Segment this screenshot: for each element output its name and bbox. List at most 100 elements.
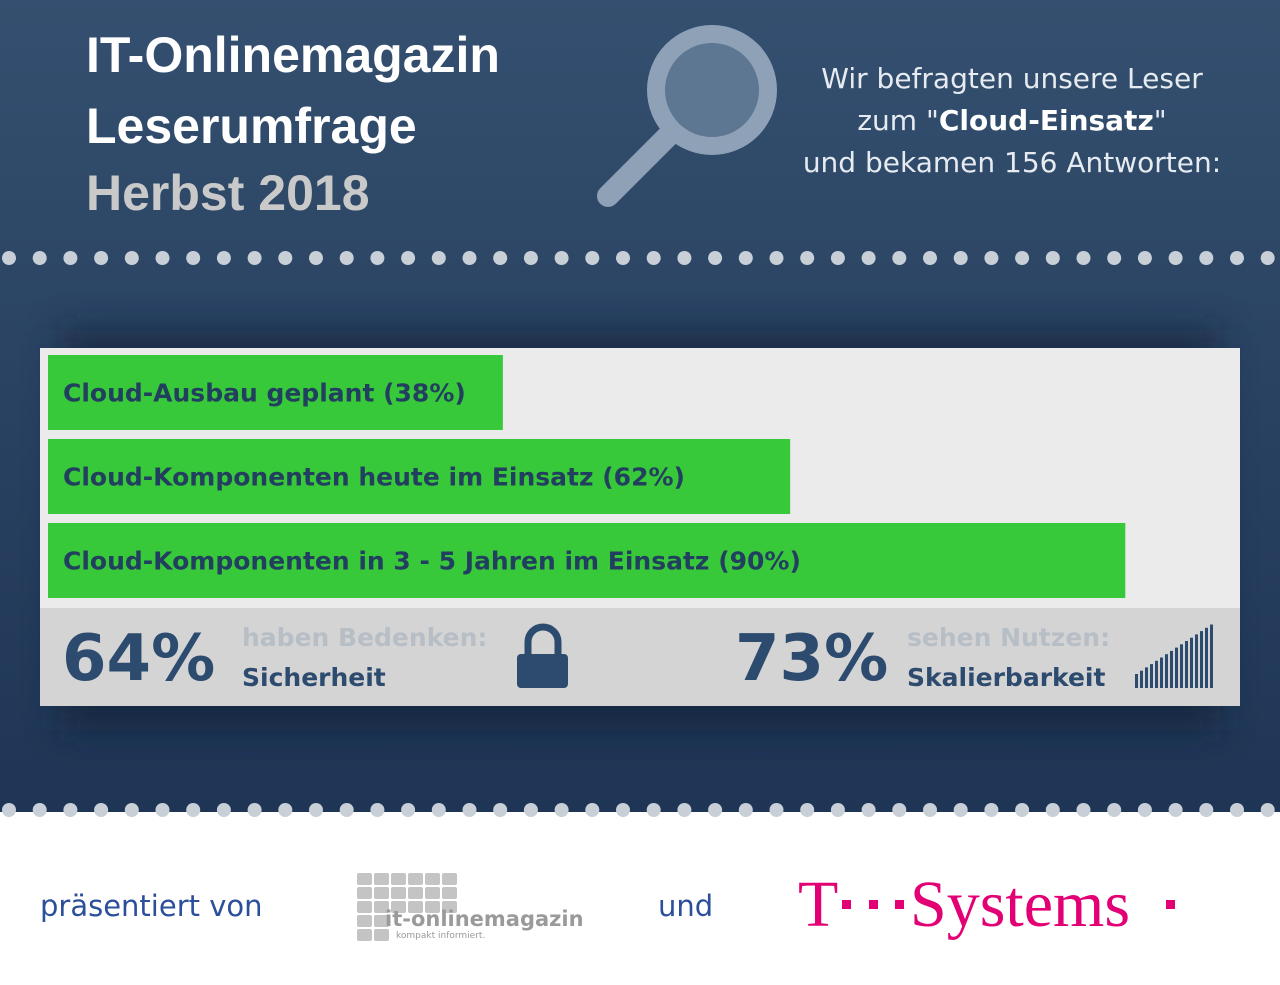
title-line: Leserumfrage <box>86 98 417 154</box>
logo-cell <box>374 929 389 941</box>
divider-dot <box>769 251 784 265</box>
divider-dot <box>616 251 630 265</box>
value-label: (62%) <box>602 463 685 492</box>
divider-dot <box>1260 803 1275 817</box>
logo-name: it-onlinemagazin <box>385 907 584 931</box>
logo-cell <box>408 873 423 885</box>
logo-cell <box>357 887 372 899</box>
divider-dot <box>1199 803 1214 817</box>
signal-bar <box>1135 674 1138 688</box>
divider-dot <box>892 251 907 265</box>
signal-bar <box>1145 667 1148 688</box>
logo-name: Systems <box>910 868 1130 941</box>
value-label: (90%) <box>718 547 801 576</box>
divider-dot <box>830 251 845 265</box>
stat-topic: Skalierbarkeit <box>907 663 1105 692</box>
divider-dot <box>462 251 477 265</box>
divider-dot <box>94 803 109 817</box>
bar <box>48 439 791 514</box>
intro-bold: Cloud-Einsatz <box>939 104 1154 137</box>
divider-dot <box>646 803 661 817</box>
category: Cloud-Ausbau geplant <box>63 379 374 408</box>
divider-dot <box>1199 251 1214 265</box>
divider-dot <box>401 251 416 265</box>
divider-dot <box>677 803 692 817</box>
divider-dot <box>1230 251 1244 265</box>
stat-caption: sehen Nutzen: <box>907 623 1110 652</box>
divider-dot <box>984 803 999 817</box>
divider-dot <box>247 251 262 265</box>
divider-dot <box>1107 251 1122 265</box>
divider-dot <box>493 251 508 265</box>
signal-bar <box>1175 647 1178 688</box>
and: und <box>658 889 713 923</box>
divider-dot <box>984 251 999 265</box>
bar <box>48 355 503 430</box>
divider-dot <box>493 803 508 817</box>
divider-dot <box>339 803 354 817</box>
signal-bar <box>1150 664 1153 688</box>
signal-bar <box>1160 657 1163 688</box>
bar-label: Cloud-Komponenten in 3 - 5 Jahren im Ein… <box>63 547 801 576</box>
logo-cell <box>357 929 372 941</box>
divider-dot <box>309 803 323 817</box>
divider-dot <box>431 251 446 265</box>
intro-line: zum "Cloud-Einsatz" <box>857 104 1166 137</box>
divider-dot <box>401 803 416 817</box>
logo-cell <box>391 873 406 885</box>
divider-dot <box>1015 803 1030 817</box>
divider-dot <box>616 803 630 817</box>
signal-bar <box>1185 641 1188 688</box>
dotted-divider <box>2 251 1275 817</box>
stat-topic: Sicherheit <box>242 663 386 692</box>
divider-dot <box>892 803 907 817</box>
logo-cell <box>357 915 372 927</box>
divider-dot <box>462 803 477 817</box>
divider-dot <box>186 803 201 817</box>
divider-dot <box>953 803 968 817</box>
scaling-icon <box>1135 624 1213 688</box>
logo-cell <box>425 901 440 913</box>
presented-by: präsentiert von <box>40 889 263 923</box>
divider-dot <box>155 251 170 265</box>
divider-dot <box>32 803 47 817</box>
divider-dot <box>278 251 293 265</box>
divider-dot <box>800 803 815 817</box>
stats-panel <box>40 608 1240 706</box>
signal-bar <box>1165 654 1168 688</box>
divider-dot <box>278 803 293 817</box>
divider-dot <box>523 251 538 265</box>
signal-bar <box>1170 650 1173 688</box>
divider-dot <box>708 251 723 265</box>
magnifier-icon <box>597 25 777 207</box>
divider-dot <box>63 251 78 265</box>
signal-bar <box>1195 634 1198 688</box>
logo-cell <box>442 901 457 913</box>
logo-cell <box>357 901 372 913</box>
divider-dot <box>923 251 937 265</box>
divider-dot <box>309 251 323 265</box>
title-line: IT-Onlinemagazin <box>86 27 500 83</box>
divider-dot <box>1168 803 1183 817</box>
divider-dot <box>1076 803 1091 817</box>
category: Cloud-Komponenten in 3 - 5 Jahren im Ein… <box>63 547 709 576</box>
divider-dot <box>923 803 937 817</box>
divider-dot <box>677 251 692 265</box>
divider-dot <box>830 803 845 817</box>
logo-cell <box>374 915 389 927</box>
divider-dot <box>2 803 16 817</box>
logo-cell <box>408 901 423 913</box>
logo-tagline: kompakt informiert. <box>396 931 485 941</box>
value-label: (38%) <box>383 379 466 408</box>
category: Cloud-Komponenten heute im Einsatz <box>63 463 594 492</box>
divider-dot <box>1137 803 1152 817</box>
divider-dot <box>339 251 354 265</box>
divider-dot <box>585 803 600 817</box>
stat-figure: 64% <box>62 622 215 696</box>
divider-dot <box>1076 251 1091 265</box>
divider-dot <box>738 251 753 265</box>
divider-dot <box>554 803 569 817</box>
divider-dot <box>800 251 815 265</box>
divider-dot <box>63 803 78 817</box>
divider-dot <box>554 251 569 265</box>
